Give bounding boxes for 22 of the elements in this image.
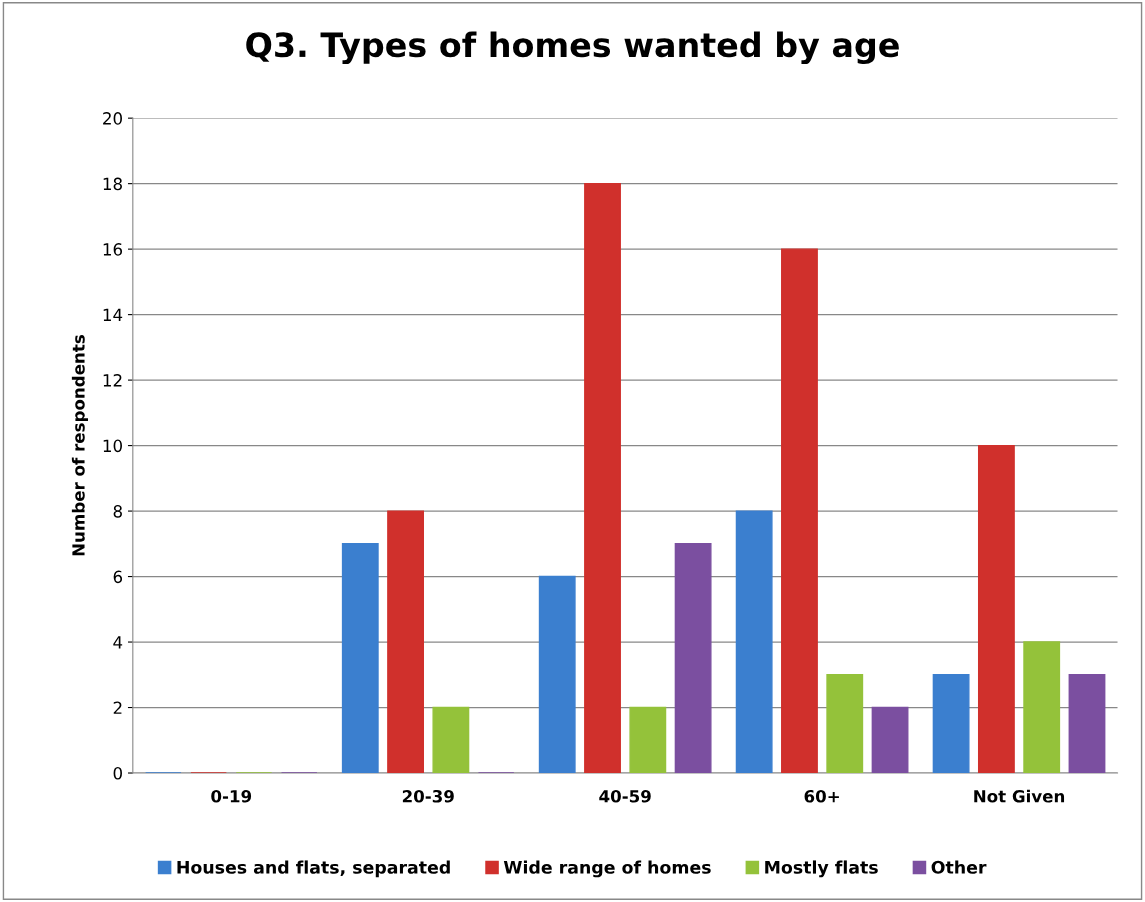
y-tick-label: 20 — [103, 112, 122, 125]
legend-label: Other — [931, 860, 987, 874]
y-tick-label: 4 — [113, 636, 123, 649]
x-tick-label: 0-19 — [211, 789, 252, 803]
x-tick-label: 40-59 — [599, 789, 651, 803]
y-tick-label: 6 — [113, 570, 123, 584]
legend-label: Wide range of homes — [503, 860, 711, 878]
legend-label: Houses and flats, separated — [177, 860, 450, 878]
y-tick-label: 0 — [113, 766, 122, 780]
x-tick-label: 20-39 — [402, 789, 454, 803]
y-tick-label: 14 — [103, 308, 123, 321]
y-tick-label: 12 — [103, 374, 122, 387]
y-tick-label: 2 — [113, 701, 122, 714]
y-axis-title: Number of respondents — [71, 335, 88, 556]
y-tick-label: 10 — [103, 439, 122, 453]
legend-label: Mostly flats — [765, 860, 878, 878]
y-tick-label: 8 — [113, 505, 122, 518]
x-tick-label: Not Given — [974, 789, 1065, 803]
y-tick-label: 16 — [103, 243, 123, 256]
chart-title: Q3. Types of homes wanted by age — [246, 31, 899, 65]
y-tick-label: 18 — [103, 177, 122, 191]
x-tick-label: 60+ — [804, 789, 839, 803]
